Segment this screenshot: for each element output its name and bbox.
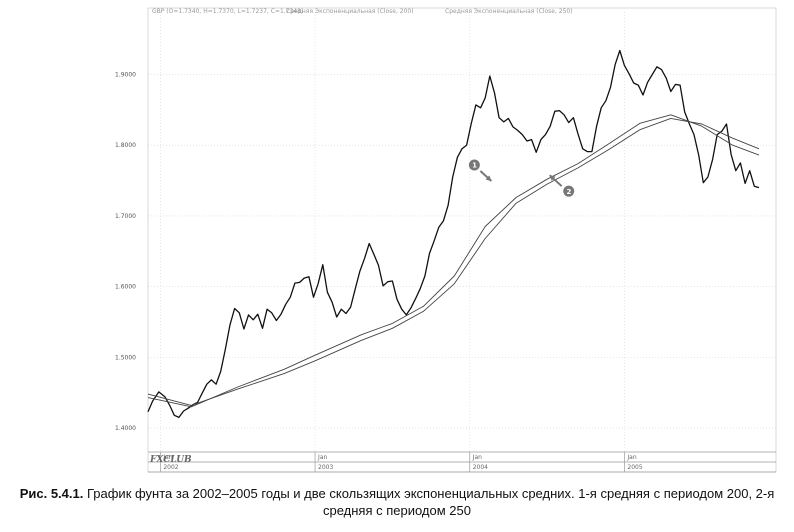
annotation-group: 12 (468, 159, 575, 197)
x-tick-label-month: Jan (626, 454, 636, 461)
annotation-2: 2 (549, 174, 575, 197)
annotation-number: 1 (472, 162, 477, 170)
annotation-marker (468, 159, 480, 171)
y-tick-label: 1.6000 (115, 284, 136, 291)
series-line-ema250 (147, 117, 760, 406)
chart-header: GBP (O=1.7340, H=1.7370, L=1.7237, C=1.7… (152, 8, 573, 15)
y-tick-label: 1.4000 (115, 425, 136, 432)
annotation-marker (563, 185, 575, 197)
series-group (147, 49, 760, 419)
watermark-text: FXCLUB (149, 455, 192, 465)
annotation-number: 2 (567, 188, 572, 196)
series-line-ema200 (147, 114, 760, 408)
chart-frame (147, 7, 777, 473)
header-ohlc: GBP (O=1.7340, H=1.7370, L=1.7237, C=1.7… (152, 8, 303, 15)
chart: GBP (O=1.7340, H=1.7370, L=1.7237, C=1.7… (115, 7, 777, 473)
annotation-arrowhead (485, 175, 492, 182)
x-tick-label-month: Jan (472, 454, 482, 461)
y-axis: 1.9000 1.8000 1.7000 1.6000 1.5000 1.4000 (115, 72, 136, 432)
x-tick-label-year: 2002 (163, 464, 178, 471)
series-line-price (147, 49, 760, 419)
x-tick-label-year: 2003 (318, 464, 333, 471)
annotation-1: 1 (468, 159, 493, 182)
header-ema250: Средняя Экспоненциальная (Close, 250) (445, 8, 573, 15)
x-tick-label-year: 2004 (473, 464, 488, 471)
x-tick-label-month: Jan (317, 454, 327, 461)
x-axis: Jan 2002 Jan 2003 Jan 2004 Jan 2005 (148, 451, 776, 473)
annotation-arrowhead (549, 175, 556, 181)
figure-caption: Рис. 5.4.1. График фунта за 2002–2005 го… (10, 485, 784, 519)
grid (148, 12, 776, 452)
header-ema200: Средняя Экспоненциальная (Close, 200) (286, 8, 414, 15)
x-tick-label-month: Jan (162, 454, 172, 461)
caption-label: Рис. 5.4.1. (19, 486, 84, 501)
y-tick-label: 1.9000 (115, 72, 136, 79)
y-tick-label: 1.8000 (115, 142, 136, 149)
y-tick-label: 1.5000 (115, 354, 136, 361)
watermark: FXCLUB (149, 455, 192, 465)
x-tick-label-year: 2005 (627, 464, 642, 471)
y-tick-label: 1.7000 (115, 213, 136, 220)
caption-text: График фунта за 2002–2005 годы и две ско… (83, 486, 775, 518)
